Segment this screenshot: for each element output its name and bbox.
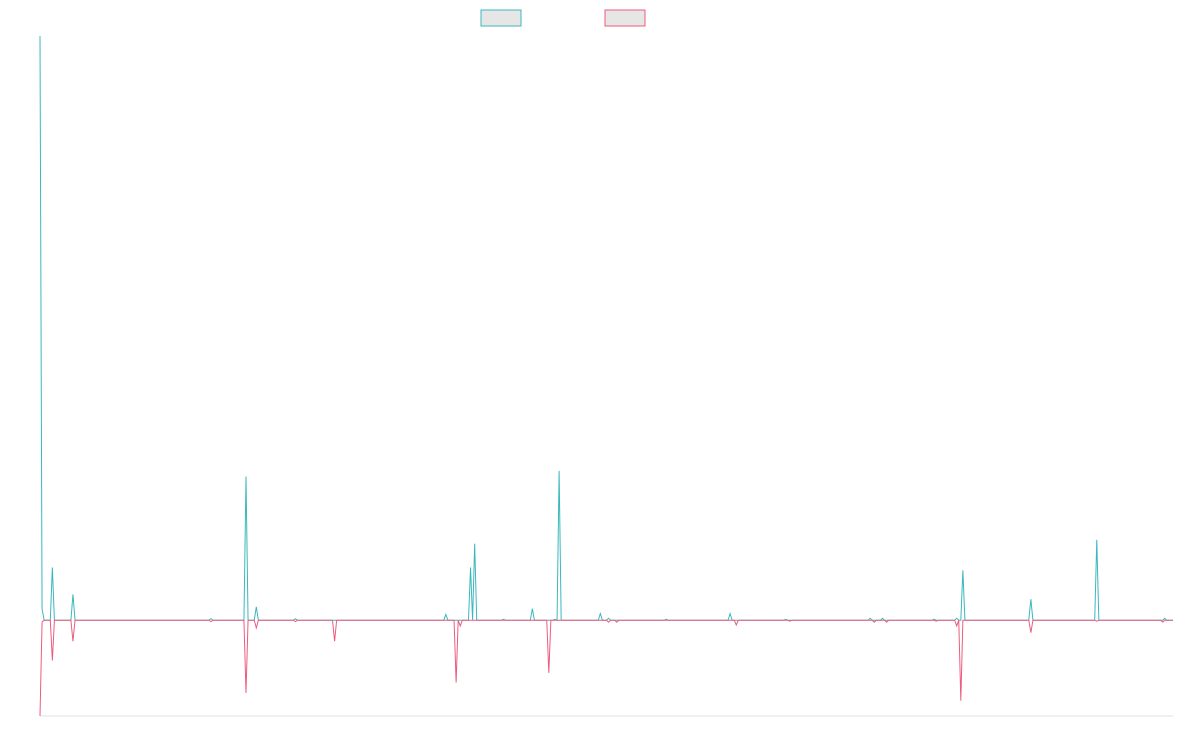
series-b-line <box>39 619 1173 717</box>
legend <box>480 9 646 27</box>
series-a-line <box>39 35 1173 622</box>
legend-swatch-series-b[interactable] <box>604 9 646 27</box>
legend-swatch-series-a[interactable] <box>480 9 522 27</box>
plot-area <box>39 35 1173 717</box>
